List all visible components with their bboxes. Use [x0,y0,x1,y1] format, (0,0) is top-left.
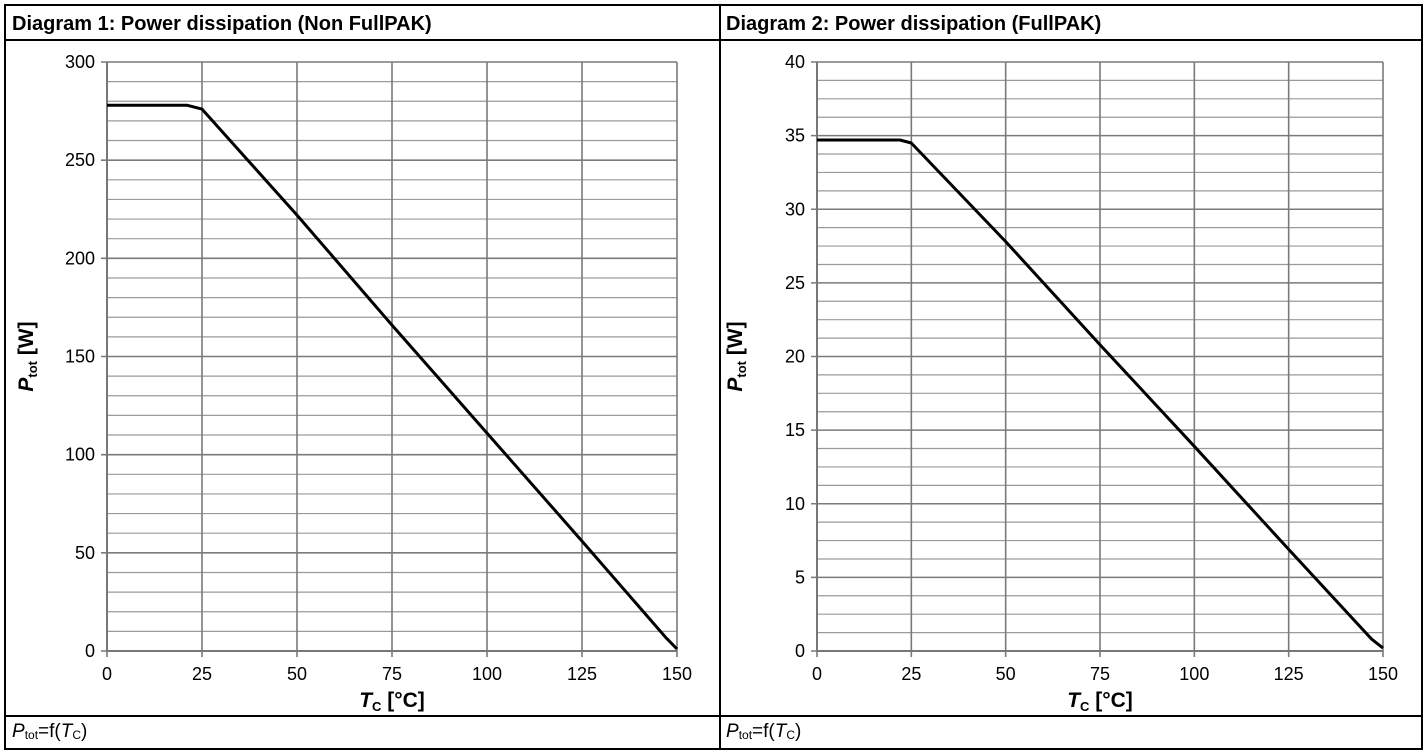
x-tick-label: 125 [567,664,597,684]
panel-1-title: Diagram 1: Power dissipation (Non FullPA… [12,13,432,35]
y-tick-label: 30 [785,199,805,219]
series-line [817,138,1384,650]
x-axis-label: TC [°C] [1067,689,1133,714]
caption-t-symbol: T [60,721,73,742]
panel-2-title: Diagram 2: Power dissipation (FullPAK) [726,13,1102,35]
caption-function: =f( [38,721,61,742]
y-tick-label: 50 [75,543,95,563]
y-axis-label: Ptot [W] [15,321,40,391]
caption-t-subscript: C [72,728,82,742]
y-tick-label: 15 [785,420,805,440]
panel-divider [719,6,721,748]
y-tick-label: 20 [785,347,805,367]
y-tick-label: 100 [65,445,95,465]
caption-p-symbol: P [12,721,25,742]
caption-function: =f( [752,721,775,742]
y-tick-label: 25 [785,273,805,293]
title-divider [6,39,1421,41]
y-tick-label: 40 [785,52,805,72]
chart-1-plot: 0 50 100 150 200 250 300 0 25 50 75 100 125 150 TC [°C… [15,52,692,714]
caption-close: ) [795,721,802,742]
x-tick-label: 125 [1274,664,1304,684]
x-tick-label: 100 [1179,664,1209,684]
y-tick-label: 200 [65,248,95,268]
caption-close: ) [81,721,88,742]
y-tick-label: 0 [795,641,805,661]
x-tick-label: 25 [192,664,212,684]
caption-p-subscript: tot [24,728,39,742]
caption-p-symbol: P [726,721,739,742]
y-tick-label: 300 [65,52,95,72]
x-tick-label: 50 [287,664,307,684]
x-tick-label: 0 [102,664,112,684]
y-tick-label: 250 [65,150,95,170]
series-line [107,103,679,651]
x-tick-label: 75 [382,664,402,684]
y-tick-label: 5 [795,567,805,587]
x-tick-label: 150 [1368,664,1398,684]
caption-p-subscript: tot [738,728,753,742]
x-tick-label: 100 [472,664,502,684]
x-tick-label: 25 [901,664,921,684]
y-tick-label: 10 [785,494,805,514]
x-tick-label: 50 [996,664,1016,684]
y-axis-label: Ptot [W] [724,321,749,391]
caption-divider [6,715,1421,717]
x-tick-label: 150 [662,664,692,684]
y-tick-label: 35 [785,126,805,146]
figure-frame: Diagram 1: Power dissipation (Non FullPA… [4,4,1423,750]
y-tick-label: 0 [85,641,95,661]
panel-1-caption: Ptot=f(TC) [12,718,87,749]
panel-2-caption: Ptot=f(TC) [726,718,801,749]
x-tick-label: 0 [812,664,822,684]
y-tick-label: 150 [65,347,95,367]
chart-2-plot: 0 5 10 15 20 25 30 35 40 0 25 50 75 100 125 150 TC [°C] P… [724,52,1398,714]
x-tick-label: 75 [1090,664,1110,684]
caption-t-subscript: C [786,728,796,742]
caption-t-symbol: T [774,721,787,742]
x-axis-label: TC [°C] [359,689,425,714]
